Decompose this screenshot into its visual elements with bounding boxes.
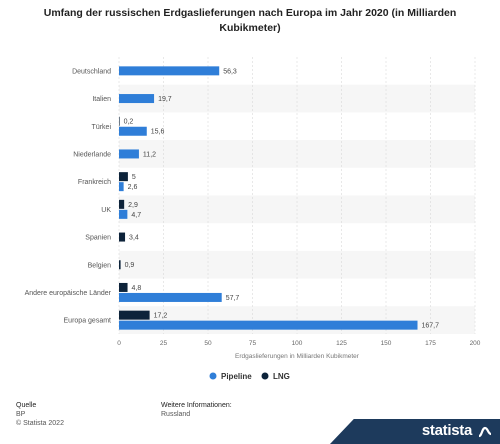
- category-label: Andere europäische Länder: [25, 290, 112, 297]
- data-label: 3,4: [129, 234, 139, 241]
- data-label: 2,6: [128, 184, 138, 191]
- chart-title: Umfang der russischen Erdgaslieferungen …: [43, 7, 457, 34]
- x-tick-label: 200: [470, 340, 481, 347]
- category-label: UK: [101, 207, 111, 214]
- statista-wave-icon: [478, 426, 492, 438]
- statista-logo[interactable]: statista: [330, 419, 500, 444]
- x-tick-label: 75: [249, 340, 257, 347]
- category-label: Niederlande: [73, 151, 111, 158]
- lng-bar[interactable]: [119, 232, 126, 242]
- info-block[interactable]: Weitere Informationen: Russland: [161, 401, 232, 419]
- category-label: Europa gesamt: [64, 318, 112, 325]
- x-tick-label: 50: [204, 340, 212, 347]
- data-label: 19,7: [158, 96, 172, 103]
- lng-bar[interactable]: [119, 260, 121, 270]
- legend-marker: [261, 372, 269, 380]
- pipeline-bar[interactable]: [119, 94, 155, 104]
- data-label: 17,2: [154, 313, 168, 320]
- legend-item-lng[interactable]: LNG: [261, 372, 290, 381]
- x-tick-label: 125: [336, 340, 347, 347]
- data-label: 4,8: [132, 285, 142, 292]
- data-label: 2,9: [128, 202, 138, 209]
- legend-item-pipeline[interactable]: Pipeline: [209, 372, 253, 381]
- info-heading: Weitere Informationen:: [161, 402, 232, 409]
- pipeline-bar[interactable]: [119, 126, 147, 136]
- legend-label: Pipeline: [221, 372, 252, 381]
- source-heading: Quelle: [16, 402, 37, 409]
- x-axis-label: Erdgaslieferungen in Milliarden Kubikmet…: [235, 353, 360, 360]
- x-tick-labels: 0 25 50 75 100 125 150 175 200: [117, 340, 481, 347]
- x-tick-label: 150: [381, 340, 392, 347]
- lng-bar[interactable]: [119, 199, 125, 209]
- pipeline-bar[interactable]: [119, 149, 139, 159]
- source-block: Quelle BP © Statista 2022: [16, 401, 64, 428]
- info-value: Russland: [161, 411, 191, 418]
- category-label: Türkei: [92, 124, 112, 131]
- value-labels: 56,3 19,7 0,2 15,6 11,2 5 2,6 2,9 4,7 3,4 0,9 4,8 57…: [124, 68, 440, 329]
- data-label: 56,3: [223, 68, 237, 75]
- data-label: 4,7: [131, 212, 141, 219]
- category-label: Deutschland: [72, 68, 111, 75]
- data-label: 11,2: [143, 151, 156, 158]
- copyright: © Statista 2022: [16, 420, 64, 427]
- bars: [119, 66, 418, 330]
- data-label: 15,6: [151, 129, 165, 136]
- category-label: Italien: [92, 96, 111, 103]
- pipeline-bar[interactable]: [119, 66, 220, 76]
- x-tick-label: 0: [117, 340, 121, 347]
- category-label: Frankreich: [78, 179, 111, 186]
- category-label: Spanien: [85, 235, 111, 242]
- pipeline-bar[interactable]: [119, 320, 418, 330]
- data-label: 5: [132, 174, 136, 181]
- data-label: 0,9: [125, 262, 135, 269]
- legend-label: LNG: [273, 372, 290, 381]
- legend-marker: [209, 372, 217, 380]
- pipeline-bar[interactable]: [119, 292, 222, 302]
- data-label: 167,7: [422, 323, 440, 330]
- data-label: 57,7: [226, 295, 240, 302]
- pipeline-bar[interactable]: [119, 182, 124, 192]
- x-tick-label: 100: [292, 340, 303, 347]
- lng-bar[interactable]: [119, 282, 128, 292]
- lng-bar[interactable]: [119, 116, 120, 126]
- category-labels: Deutschland Italien Türkei Niederlande Frank…: [25, 68, 112, 324]
- x-tick-label: 25: [160, 340, 168, 347]
- brand-name: statista: [421, 422, 472, 439]
- x-tick-label: 175: [425, 340, 436, 347]
- lng-bar[interactable]: [119, 310, 150, 320]
- legend: Pipeline LNG: [209, 372, 290, 381]
- category-label: Belgien: [88, 262, 111, 269]
- source-name: BP: [16, 411, 26, 418]
- data-label: 0,2: [124, 119, 134, 126]
- pipeline-bar[interactable]: [119, 209, 128, 219]
- lng-bar[interactable]: [119, 172, 128, 182]
